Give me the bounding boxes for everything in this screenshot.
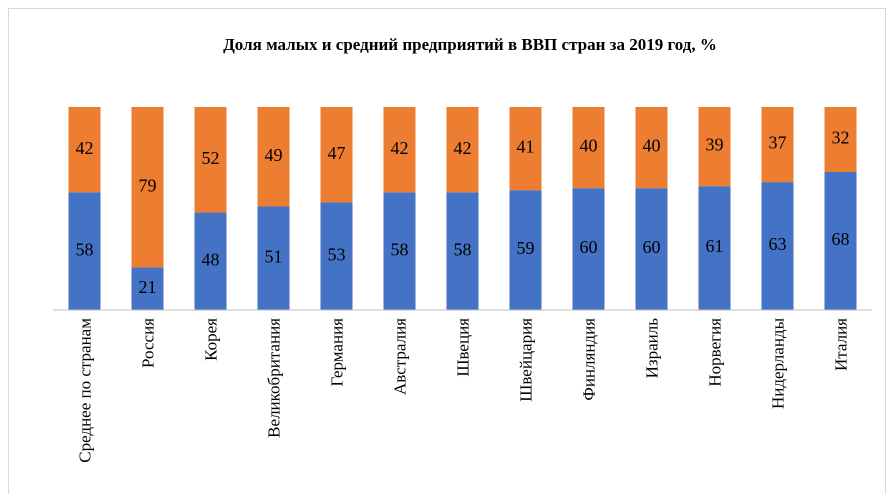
bar-segment xyxy=(824,107,857,172)
data-label: 60 xyxy=(580,237,598,257)
data-label: 42 xyxy=(76,138,94,158)
bar-segment xyxy=(698,107,731,187)
bar-segment xyxy=(194,107,227,213)
data-label: 58 xyxy=(454,239,472,259)
chart-title: Доля малых и средний предприятий в ВВП с… xyxy=(223,35,717,54)
data-label: 49 xyxy=(265,145,283,165)
data-label: 39 xyxy=(706,135,724,155)
bar-segment xyxy=(761,107,794,183)
x-tick-label: Швейцария xyxy=(516,318,535,402)
bar-segment xyxy=(68,192,101,310)
data-label: 51 xyxy=(265,246,283,266)
bar-segment xyxy=(383,192,416,310)
data-label: 79 xyxy=(139,175,157,195)
bar-segment xyxy=(572,107,605,189)
data-label: 58 xyxy=(391,239,409,259)
data-label: 63 xyxy=(769,234,787,254)
x-tick-label: Швеция xyxy=(453,318,472,377)
x-tick-label: Россия xyxy=(138,318,157,368)
bar-segment xyxy=(257,206,290,310)
data-label: 42 xyxy=(391,138,409,158)
bar-segment xyxy=(446,192,479,310)
data-label: 52 xyxy=(202,148,220,168)
data-label: 40 xyxy=(643,136,661,156)
bar-segment xyxy=(635,107,668,189)
data-label: 61 xyxy=(706,236,724,256)
data-label: 48 xyxy=(202,249,220,269)
bar-segment xyxy=(320,107,353,203)
bar-segment xyxy=(761,182,794,310)
bar-segment xyxy=(131,267,164,310)
x-tick-label: Австралия xyxy=(390,318,409,395)
x-tick-label: Финляндия xyxy=(579,318,598,401)
data-label: 37 xyxy=(769,133,787,153)
bar-segment xyxy=(824,171,857,310)
bar-segment xyxy=(68,107,101,193)
data-label: 60 xyxy=(643,237,661,257)
bar-segment xyxy=(635,188,668,310)
data-label: 47 xyxy=(328,143,346,163)
data-label: 68 xyxy=(832,229,850,249)
x-tick-label: Израиль xyxy=(642,318,661,379)
bar-segment xyxy=(320,202,353,310)
bar-segment xyxy=(509,190,542,310)
bar-segment xyxy=(446,107,479,193)
x-tick-label: Норвегия xyxy=(705,318,724,387)
x-tick-label: Великобритания xyxy=(264,318,283,438)
bar-segment xyxy=(509,107,542,191)
bar-segment xyxy=(383,107,416,193)
chart-border xyxy=(8,8,886,494)
x-tick-label: Среднее по странам xyxy=(75,318,94,463)
x-tick-label: Германия xyxy=(327,318,346,387)
data-label: 40 xyxy=(580,136,598,156)
x-tick-label: Корея xyxy=(201,318,220,361)
data-label: 53 xyxy=(328,244,346,264)
bar-segment xyxy=(698,186,731,310)
data-label: 41 xyxy=(517,137,535,157)
x-tick-label: Нидерланды xyxy=(768,318,787,410)
data-label: 42 xyxy=(454,138,472,158)
data-label: 59 xyxy=(517,238,535,258)
bar-segment xyxy=(572,188,605,310)
data-label: 58 xyxy=(76,239,94,259)
bar-segment xyxy=(257,107,290,207)
x-tick-label: Италия xyxy=(831,318,850,372)
bar-segment xyxy=(131,107,164,268)
bar-segment xyxy=(194,212,227,310)
data-label: 21 xyxy=(139,277,157,297)
data-label: 32 xyxy=(832,128,850,148)
